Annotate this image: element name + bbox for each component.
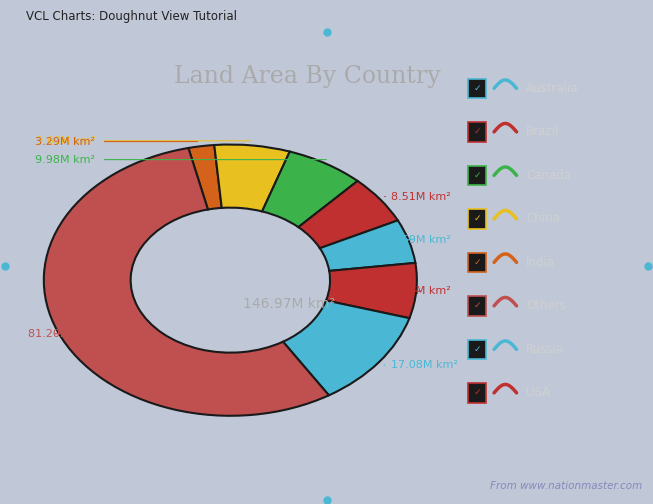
Wedge shape bbox=[262, 152, 358, 227]
Wedge shape bbox=[326, 263, 417, 318]
Text: From www.nationmaster.com: From www.nationmaster.com bbox=[490, 481, 642, 490]
Text: China: China bbox=[526, 212, 560, 225]
Text: VCL Charts: Doughnut View Tutorial: VCL Charts: Doughnut View Tutorial bbox=[26, 10, 237, 23]
Text: Russia: Russia bbox=[526, 343, 564, 356]
Bar bbox=[468, 79, 486, 98]
Text: ✓: ✓ bbox=[473, 214, 481, 223]
Text: 8.51M km²: 8.51M km² bbox=[391, 192, 451, 202]
Text: Brazil: Brazil bbox=[526, 125, 560, 139]
Text: USA: USA bbox=[526, 387, 550, 399]
Bar bbox=[468, 209, 486, 229]
Text: ✓: ✓ bbox=[473, 84, 481, 93]
Text: Land Area By Country: Land Area By Country bbox=[174, 65, 441, 88]
Wedge shape bbox=[298, 181, 398, 248]
Wedge shape bbox=[320, 220, 415, 271]
Text: India: India bbox=[526, 256, 555, 269]
Text: ✓: ✓ bbox=[473, 389, 481, 397]
Text: 9.60M km²: 9.60M km² bbox=[35, 136, 95, 146]
Text: 81.20M km²: 81.20M km² bbox=[28, 329, 95, 339]
Text: 3.29M km²: 3.29M km² bbox=[35, 137, 95, 147]
Text: 9.98M km²: 9.98M km² bbox=[35, 155, 95, 165]
Wedge shape bbox=[188, 145, 222, 210]
Text: 17.08M km²: 17.08M km² bbox=[391, 360, 458, 370]
Bar bbox=[468, 296, 486, 316]
Text: ✓: ✓ bbox=[473, 171, 481, 180]
Text: 9.63M km²: 9.63M km² bbox=[391, 286, 451, 296]
Text: 7.69M km²: 7.69M km² bbox=[391, 235, 451, 245]
Bar bbox=[468, 165, 486, 185]
Text: ✓: ✓ bbox=[473, 128, 481, 137]
Text: Canada: Canada bbox=[526, 169, 571, 182]
Text: ✓: ✓ bbox=[473, 301, 481, 310]
Text: Australia: Australia bbox=[526, 82, 579, 95]
Wedge shape bbox=[283, 300, 409, 395]
Text: ✓: ✓ bbox=[473, 258, 481, 267]
Bar bbox=[468, 122, 486, 142]
Wedge shape bbox=[44, 148, 329, 416]
Text: Others: Others bbox=[526, 299, 566, 312]
Wedge shape bbox=[214, 145, 290, 211]
Text: 146.97M km²: 146.97M km² bbox=[243, 296, 335, 310]
Bar bbox=[468, 383, 486, 403]
Text: ✓: ✓ bbox=[473, 345, 481, 354]
Bar bbox=[468, 340, 486, 359]
Bar bbox=[468, 253, 486, 272]
